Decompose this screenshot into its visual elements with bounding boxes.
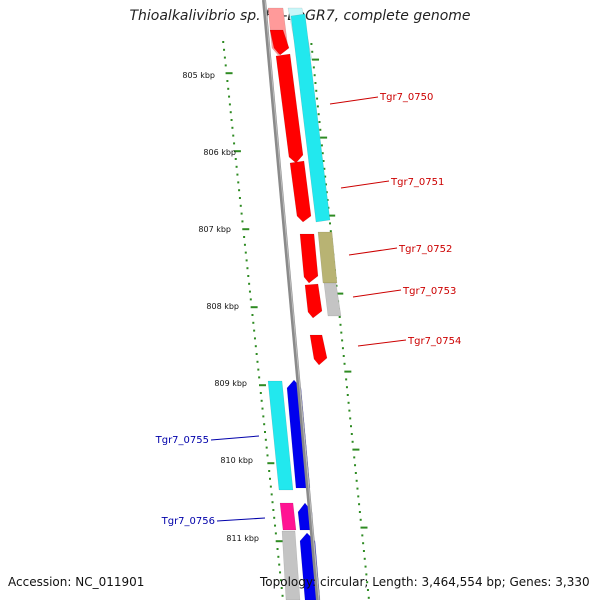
gene-feature (290, 13, 331, 223)
gene-label-leader (216, 517, 266, 522)
tick-marks-right (310, 43, 370, 599)
tick-marks-left (222, 41, 284, 597)
gene-feature (281, 530, 301, 600)
gene-labels: Tgr7_0750 Tgr7_0751 Tgr7_0752 Tgr7_0753 Tgr7… (155, 92, 462, 527)
gene-label: Tgr7_0755 (155, 435, 209, 446)
accession-text: Accession: NC_011901 (8, 575, 145, 589)
gene-label-leader (357, 339, 407, 347)
backbone-line (262, 0, 320, 600)
gene-label: Tgr7_0754 (407, 336, 461, 347)
gene-label: Tgr7_0753 (402, 286, 456, 297)
tick-label: 808 kbp (206, 302, 239, 311)
tick-label: 811 kbp (226, 534, 259, 543)
gene-label-leader (210, 435, 260, 441)
tick-labels: 805 kbp 806 kbp 807 kbp 808 kbp 809 kbp 810 k… (182, 71, 259, 543)
gene-label: Tgr7_0751 (390, 177, 444, 188)
backbone-highlight (264, 0, 320, 600)
gene-feature (299, 233, 319, 284)
gene-features (267, 7, 342, 600)
gene-feature (317, 231, 338, 284)
backbone (262, 0, 320, 600)
gene-label-leader (348, 247, 398, 256)
tick-label: 810 kbp (220, 456, 253, 465)
gene-label-leader (340, 180, 390, 189)
gene-feature (269, 29, 290, 56)
tick-label: 806 kbp (203, 148, 236, 157)
gene-feature (267, 380, 294, 491)
gene-feature (304, 283, 323, 319)
tick-label: 809 kbp (214, 379, 247, 388)
gene-label-leader (329, 96, 379, 105)
gene-feature (309, 334, 328, 366)
genome-summary-text: Topology: circular; Length: 3,464,554 bp… (260, 575, 590, 589)
tick-label: 805 kbp (182, 71, 215, 80)
gene-feature (323, 282, 342, 317)
gene-label: Tgr7_0752 (398, 244, 452, 255)
gene-feature (275, 53, 304, 164)
gene-feature (279, 502, 297, 531)
tick-label: 807 kbp (198, 225, 231, 234)
gene-label: Tgr7_0750 (379, 92, 433, 103)
gene-label-leader (352, 289, 402, 298)
gene-label: Tgr7_0756 (161, 516, 215, 527)
gene-feature (289, 160, 312, 223)
